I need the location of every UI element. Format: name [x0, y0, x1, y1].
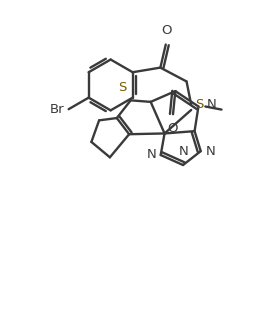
- Text: N: N: [179, 145, 189, 158]
- Text: S: S: [118, 81, 126, 94]
- Text: Br: Br: [49, 103, 64, 116]
- Text: N: N: [207, 99, 217, 112]
- Text: N: N: [147, 148, 157, 161]
- Text: O: O: [161, 24, 172, 37]
- Text: N: N: [206, 145, 216, 158]
- Text: S: S: [195, 98, 203, 111]
- Text: O: O: [167, 122, 177, 135]
